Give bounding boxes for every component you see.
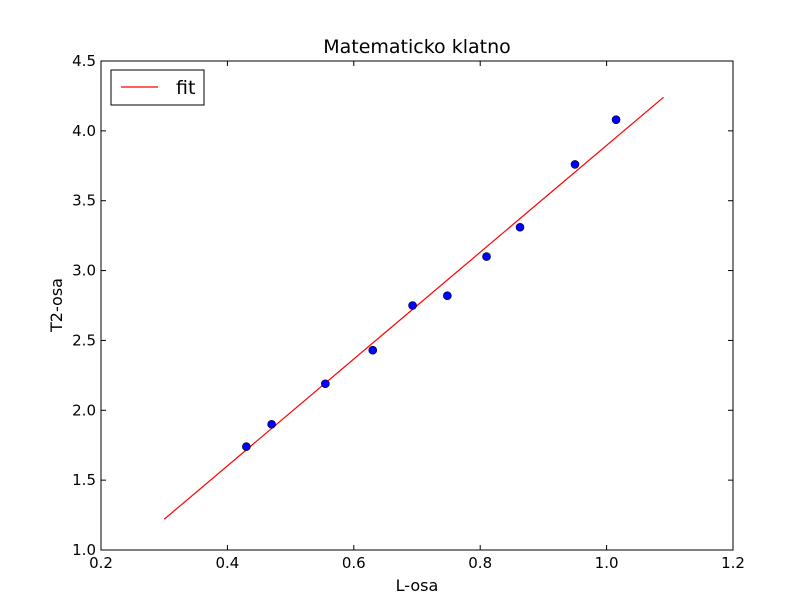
- y-tick-label: 4.0: [72, 122, 96, 140]
- data-point: [242, 442, 251, 451]
- legend: fit: [110, 69, 205, 106]
- x-tick-label: 0.2: [89, 554, 113, 572]
- x-tick-label: 1.0: [595, 554, 619, 572]
- y-tick-label: 1.0: [72, 541, 96, 559]
- x-tick-label: 0.6: [342, 554, 366, 572]
- y-axis-label: T2-osa: [47, 278, 66, 333]
- data-point: [408, 301, 417, 310]
- x-axis-label: L-osa: [396, 576, 439, 595]
- data-point: [368, 345, 378, 355]
- data-point: [482, 252, 491, 261]
- y-tick-label: 2.5: [72, 331, 96, 349]
- y-tick-label: 3.5: [72, 192, 96, 210]
- data-point: [570, 160, 580, 169]
- y-tick-label: 3.0: [72, 262, 96, 280]
- legend-fit-label: fit: [176, 77, 195, 99]
- y-tick-label: 1.5: [72, 471, 96, 489]
- y-tick-label: 2.0: [72, 401, 96, 419]
- data-point: [443, 291, 452, 301]
- data-point: [321, 379, 330, 389]
- x-tick-label: 0.4: [215, 554, 239, 572]
- data-point: [515, 222, 525, 232]
- ticks-layer: 0.2 0.4 0.6 0.8 1.0 1.2 1.0 1.5 2.0 2.5 3.0 3.5 4.0 4…: [72, 52, 745, 572]
- data-point: [267, 419, 276, 429]
- x-tick-label: 0.8: [468, 554, 492, 572]
- plot-area-frame: [100, 60, 734, 551]
- y-tick-label: 4.5: [72, 52, 96, 70]
- plot-layer: [163, 96, 664, 520]
- x-tick-label: 1.2: [721, 554, 745, 572]
- chart-title: Matematicko klatno: [323, 36, 511, 58]
- data-point: [611, 115, 621, 124]
